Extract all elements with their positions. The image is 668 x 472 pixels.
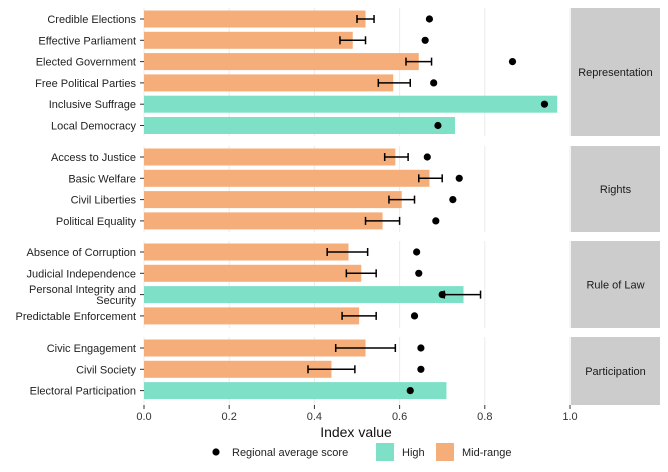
- regional-average-point: [410, 312, 419, 320]
- legend-label: High: [402, 447, 425, 459]
- bar: [144, 286, 464, 304]
- category-label: Elected Government: [36, 57, 136, 69]
- category-label: Local Democracy: [51, 121, 136, 133]
- bar: [144, 191, 402, 209]
- regional-average-point: [417, 365, 425, 373]
- legend-label: Mid-range: [462, 447, 512, 459]
- category-label: Effective Parliament: [38, 35, 136, 47]
- legend-swatch-high: [376, 443, 394, 461]
- category-label: Basic Welfare: [68, 173, 136, 185]
- legend-swatch-mid-range: [436, 443, 454, 461]
- x-tick-label: 0.8: [477, 411, 492, 423]
- facet-strip-label: Participation: [585, 366, 646, 378]
- bar: [144, 243, 349, 261]
- x-axis-title: Index value: [320, 424, 392, 440]
- regional-average-point: [438, 291, 446, 299]
- regional-average-point: [423, 153, 431, 161]
- bar: [144, 169, 430, 187]
- bar: [144, 148, 396, 166]
- bar: [144, 10, 366, 28]
- facet-strip-label: Rights: [600, 184, 632, 196]
- category-label: Credible Elections: [47, 14, 136, 26]
- category-label: Absence of Corruption: [27, 247, 136, 259]
- regional-average-point: [406, 387, 414, 395]
- category-label: Free Political Parties: [35, 78, 136, 90]
- bar: [144, 360, 332, 378]
- category-label: Predictable Enforcement: [16, 311, 136, 323]
- facet-strip-label: Representation: [578, 67, 653, 79]
- facet-strip: [571, 146, 660, 232]
- panel-bg: [144, 8, 570, 136]
- x-tick-label: 1.0: [562, 411, 577, 423]
- x-tick-label: 0.4: [307, 411, 322, 423]
- bar: [144, 74, 394, 92]
- bar: [144, 212, 383, 230]
- bar: [144, 95, 558, 113]
- bar: [144, 339, 366, 357]
- bar: [144, 117, 455, 134]
- regional-average-point: [415, 269, 423, 277]
- regional-average-point: [425, 15, 434, 23]
- regional-average-point: [413, 248, 421, 256]
- regional-average-point: [417, 344, 425, 352]
- regional-average-point: [449, 196, 457, 204]
- category-label: Personal Integrity and Security: [29, 284, 137, 307]
- category-label: Political Equality: [56, 216, 137, 228]
- x-tick-label: 0.0: [136, 411, 151, 423]
- category-label: Civil Society: [76, 364, 136, 376]
- bar: [144, 264, 362, 282]
- bar: [144, 382, 447, 400]
- regional-average-point: [421, 36, 429, 44]
- category-label: Inclusive Suffrage: [49, 99, 136, 111]
- regional-average-point: [430, 79, 438, 87]
- facet-strip: [571, 337, 660, 405]
- x-tick-label: 0.2: [222, 411, 237, 423]
- category-label: Civil Liberties: [71, 195, 137, 207]
- regional-average-point: [540, 100, 549, 108]
- regional-average-point: [508, 58, 517, 66]
- category-label: Judicial Independence: [27, 268, 136, 280]
- category-label: Civic Engagement: [47, 343, 136, 355]
- bar: [144, 307, 360, 325]
- regional-average-point: [432, 217, 440, 225]
- legend-point-marker: [212, 448, 220, 456]
- category-label: Electoral Participation: [30, 386, 136, 398]
- legend-label: Regional average score: [232, 447, 348, 459]
- x-tick-label: 0.6: [392, 411, 407, 423]
- bar: [144, 53, 419, 71]
- regional-average-point: [434, 121, 442, 130]
- facet-strip: [571, 241, 660, 328]
- facet-strip: [571, 8, 660, 136]
- category-label: Access to Justice: [51, 152, 136, 164]
- facet-strip-label: Rule of Law: [586, 280, 644, 292]
- bar: [144, 31, 353, 49]
- regional-average-point: [455, 174, 463, 182]
